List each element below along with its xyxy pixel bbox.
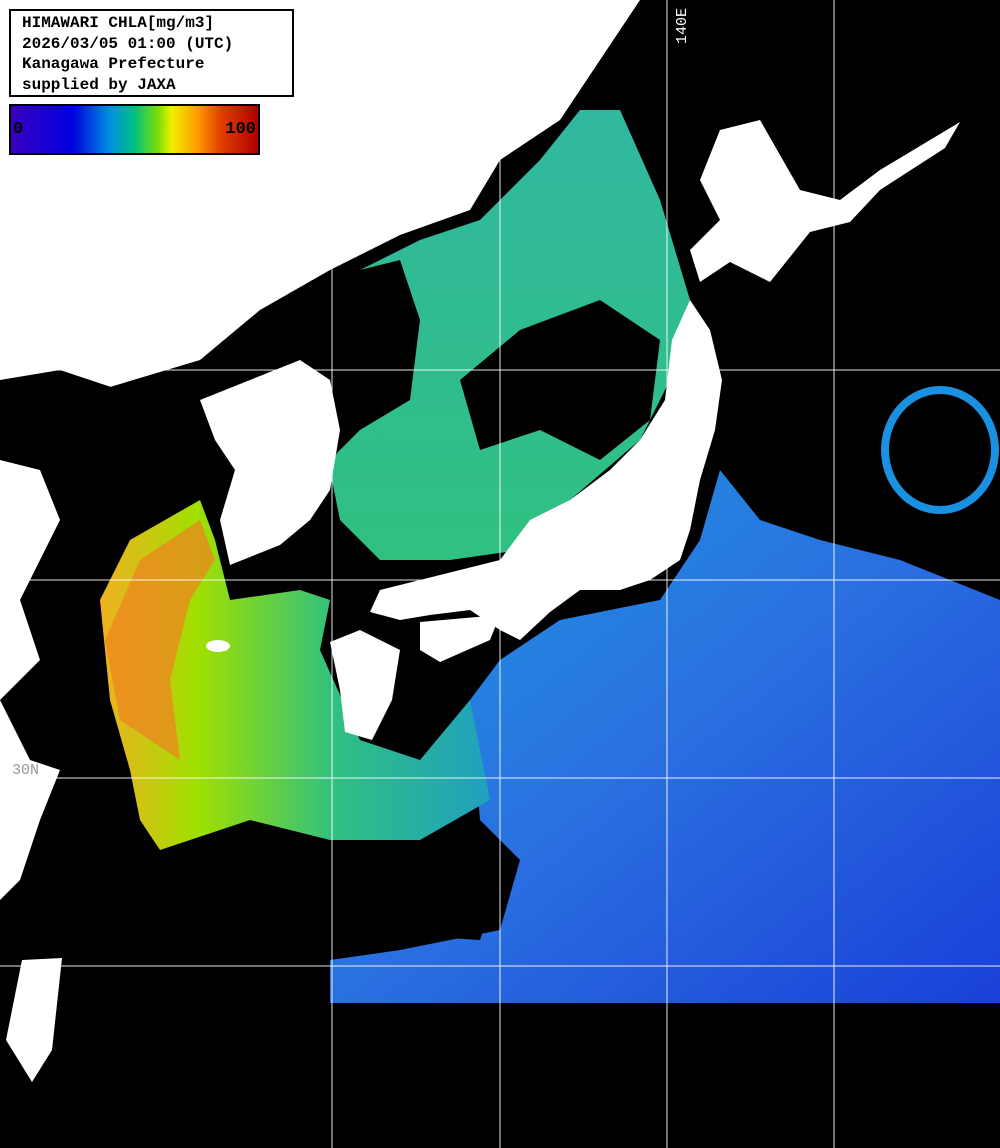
scale-min-label: 0 [13,120,24,139]
cloud-patch [460,300,660,460]
land-hokkaido [690,120,960,282]
pacific-chla-field [330,470,1000,1003]
color-scale-bar: 0 100 [9,104,260,155]
region-label: Kanagawa Prefecture [22,55,205,73]
land-shikoku [420,615,500,662]
lat-label-30n: 30N [12,762,39,779]
land-kyushu [330,630,400,740]
land-honshu [370,300,722,640]
lon-label-140e: 140E [674,8,691,44]
lat-label-40n: 40N [12,354,39,371]
land-korea [200,360,340,565]
land-taiwan [6,958,62,1082]
title-box: HIMAWARI CHLA[mg/m3] 2026/03/05 01:00 (U… [9,9,294,97]
land-china-coast [0,460,60,900]
cloud-patch [330,845,500,940]
timestamp: 2026/03/05 01:00 (UTC) [22,34,234,53]
map-title: HIMAWARI CHLA[mg/m3] [22,14,215,32]
land-sakhalin-island [397,125,433,165]
land-jeju [206,640,230,652]
credit-label: supplied by JAXA [22,75,176,94]
land [0,0,960,1082]
scale-max-label: 100 [225,120,256,139]
cloud-over-land [0,370,160,440]
cyclone-cloud [881,386,999,514]
